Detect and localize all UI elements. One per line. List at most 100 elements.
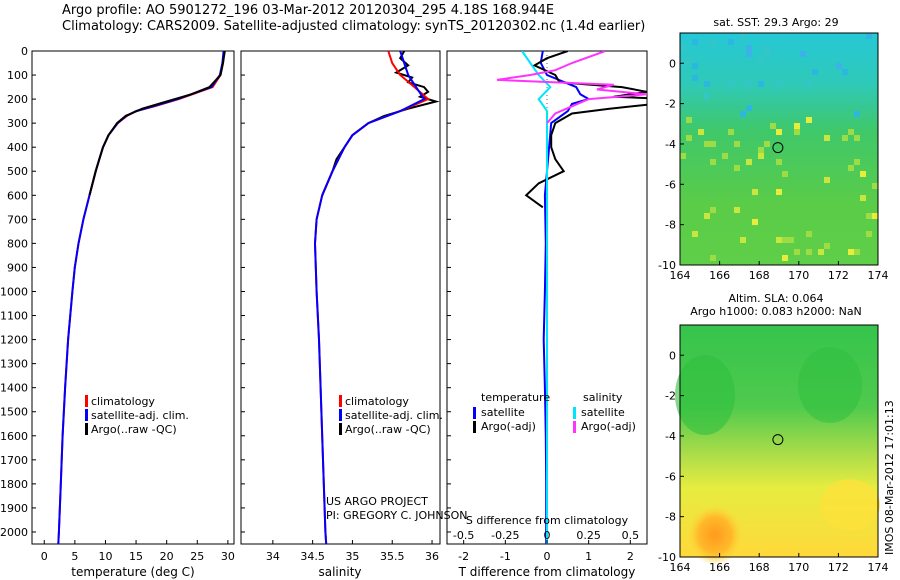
- s-tick-label: -0.5: [453, 529, 474, 542]
- map-x-tick-label: 172: [828, 269, 849, 282]
- sst-cell: [770, 123, 776, 129]
- sst-cell: [824, 135, 830, 141]
- sst-map: sat. SST: 29.3 Argo: 29 164 166 168 170 172 1…: [658, 16, 888, 282]
- sst-cell: [758, 81, 764, 87]
- legend-header-temperature: temperature: [481, 391, 550, 404]
- series-line-climatology: [57, 51, 226, 544]
- map-y-tick-label: -4: [665, 138, 676, 151]
- series-line-argo-raw-qc-: [321, 51, 440, 196]
- map-y-tick-label: -10: [658, 259, 676, 272]
- legend-swatch-t-argo: [473, 421, 476, 433]
- sst-patches: [680, 33, 878, 261]
- legend-swatch-s-satellite: [573, 407, 576, 419]
- sst-map-title: sat. SST: 29.3 Argo: 29: [713, 16, 838, 29]
- sst-cell: [698, 129, 704, 135]
- map-x-tick-label: 170: [788, 269, 809, 282]
- series-line-t-argo-adj-: [524, 51, 647, 209]
- sst-cell: [782, 237, 788, 243]
- legend-label-argo: Argo(..raw -QC): [91, 423, 177, 436]
- t-difference-xlabel: T difference from climatology: [458, 565, 636, 579]
- map-y-tick-label: -2: [665, 98, 676, 111]
- figure-title-line2: Climatology: CARS2009. Satellite-adjuste…: [62, 19, 646, 34]
- depth-tick-label: 400: [7, 141, 28, 154]
- sst-cell: [686, 135, 692, 141]
- legend-label-t-satellite: satellite: [481, 406, 525, 419]
- map-y-tick-label: -6: [665, 470, 676, 483]
- sst-cell: [686, 57, 692, 63]
- x-tick-label: 10: [98, 550, 112, 563]
- sst-cell: [746, 81, 752, 87]
- difference-panel: -2 -1 0 1 2 -0.5 -0.25 0 0.25 0.5 S difference f…: [446, 50, 648, 579]
- x-tick-label: -1: [500, 550, 511, 563]
- sst-cell: [710, 255, 716, 261]
- sst-cell: [752, 219, 758, 225]
- pi-label: PI: GREGORY C. JOHNSON: [326, 509, 467, 522]
- legend-swatch-argo: [339, 423, 342, 435]
- sst-map-frame: [679, 32, 879, 266]
- legend-header-salinity: salinity: [583, 391, 623, 404]
- sst-cell: [806, 117, 812, 123]
- sst-cell: [866, 33, 872, 39]
- sst-cell: [848, 165, 854, 171]
- sst-cell: [782, 255, 788, 261]
- x-tick-label: 34: [266, 550, 280, 563]
- salinity-xlabel: salinity: [318, 565, 361, 579]
- sst-cell: [794, 249, 800, 255]
- sst-cell: [680, 45, 686, 51]
- figure-title-line1: Argo profile: AO 5901272_196 03-Mar-2012…: [62, 3, 555, 18]
- map-y-tick-label: -10: [658, 551, 676, 564]
- sst-cell: [806, 81, 812, 87]
- x-tick-label: 30: [221, 550, 235, 563]
- sst-cell: [692, 231, 698, 237]
- x-tick-label: 15: [129, 550, 143, 563]
- sst-cell: [728, 81, 734, 87]
- salinity-panel-frame: [240, 50, 441, 545]
- x-tick-label: 20: [160, 550, 174, 563]
- sst-cell: [866, 213, 872, 219]
- depth-tick-label: 1700: [0, 454, 28, 467]
- depth-tick-label: 0: [21, 45, 28, 58]
- salinity-legend: climatology satellite-adj. clim. Argo(..…: [339, 395, 443, 436]
- map-x-tick-label: 166: [709, 561, 730, 574]
- sst-cell: [848, 249, 854, 255]
- sst-cell: [842, 135, 848, 141]
- sla-map-frame: [679, 324, 879, 558]
- depth-tick-label: 2000: [0, 526, 28, 539]
- x-tick-label: 2: [627, 550, 634, 563]
- sst-cell: [794, 123, 800, 129]
- series-line-satellite-adj-clim-: [313, 51, 426, 544]
- sst-cell: [764, 141, 770, 147]
- legend-label-t-argo: Argo(-adj): [481, 420, 536, 433]
- sst-cell: [860, 195, 866, 201]
- sst-cell: [704, 93, 710, 99]
- sst-cell: [824, 243, 830, 249]
- depth-tick-label: 900: [7, 261, 28, 274]
- sst-cell: [710, 141, 716, 147]
- sst-cell: [704, 81, 710, 87]
- sst-cell: [746, 105, 752, 111]
- map-x-tick-label: 172: [828, 561, 849, 574]
- s-tick-label: 0: [544, 529, 551, 542]
- temperature-panel: 0 5 10 15 20 25 30 temperature (deg C) climato…: [31, 50, 235, 579]
- map-x-tick-label: 164: [670, 269, 691, 282]
- argo-location-marker: [772, 434, 784, 446]
- depth-tick-label: 700: [7, 213, 28, 226]
- legend-swatch-satellite: [339, 409, 342, 421]
- map-x-tick-label: 170: [788, 561, 809, 574]
- map-y-tick-label: 0: [669, 57, 676, 70]
- sla-low-patch: [675, 355, 735, 435]
- depth-tick-label: 1300: [0, 358, 28, 371]
- depth-axis-labels: 0 100 200 300 400 500 600 700 800 900 1000 1100 1200…: [0, 45, 451, 539]
- sla-map-title-line1: Altim. SLA: 0.064: [728, 292, 823, 305]
- map-x-tick-label: 164: [670, 561, 691, 574]
- legend-swatch-climatology: [339, 395, 342, 407]
- depth-tick-label: 1100: [0, 310, 28, 323]
- sst-cell: [776, 81, 782, 87]
- series-line-t-satellite: [539, 51, 592, 544]
- legend-swatch-argo: [85, 423, 88, 435]
- map-x-tick-label: 166: [709, 269, 730, 282]
- sst-cell: [686, 117, 692, 123]
- sst-cell: [806, 249, 812, 255]
- sst-cell: [872, 183, 878, 189]
